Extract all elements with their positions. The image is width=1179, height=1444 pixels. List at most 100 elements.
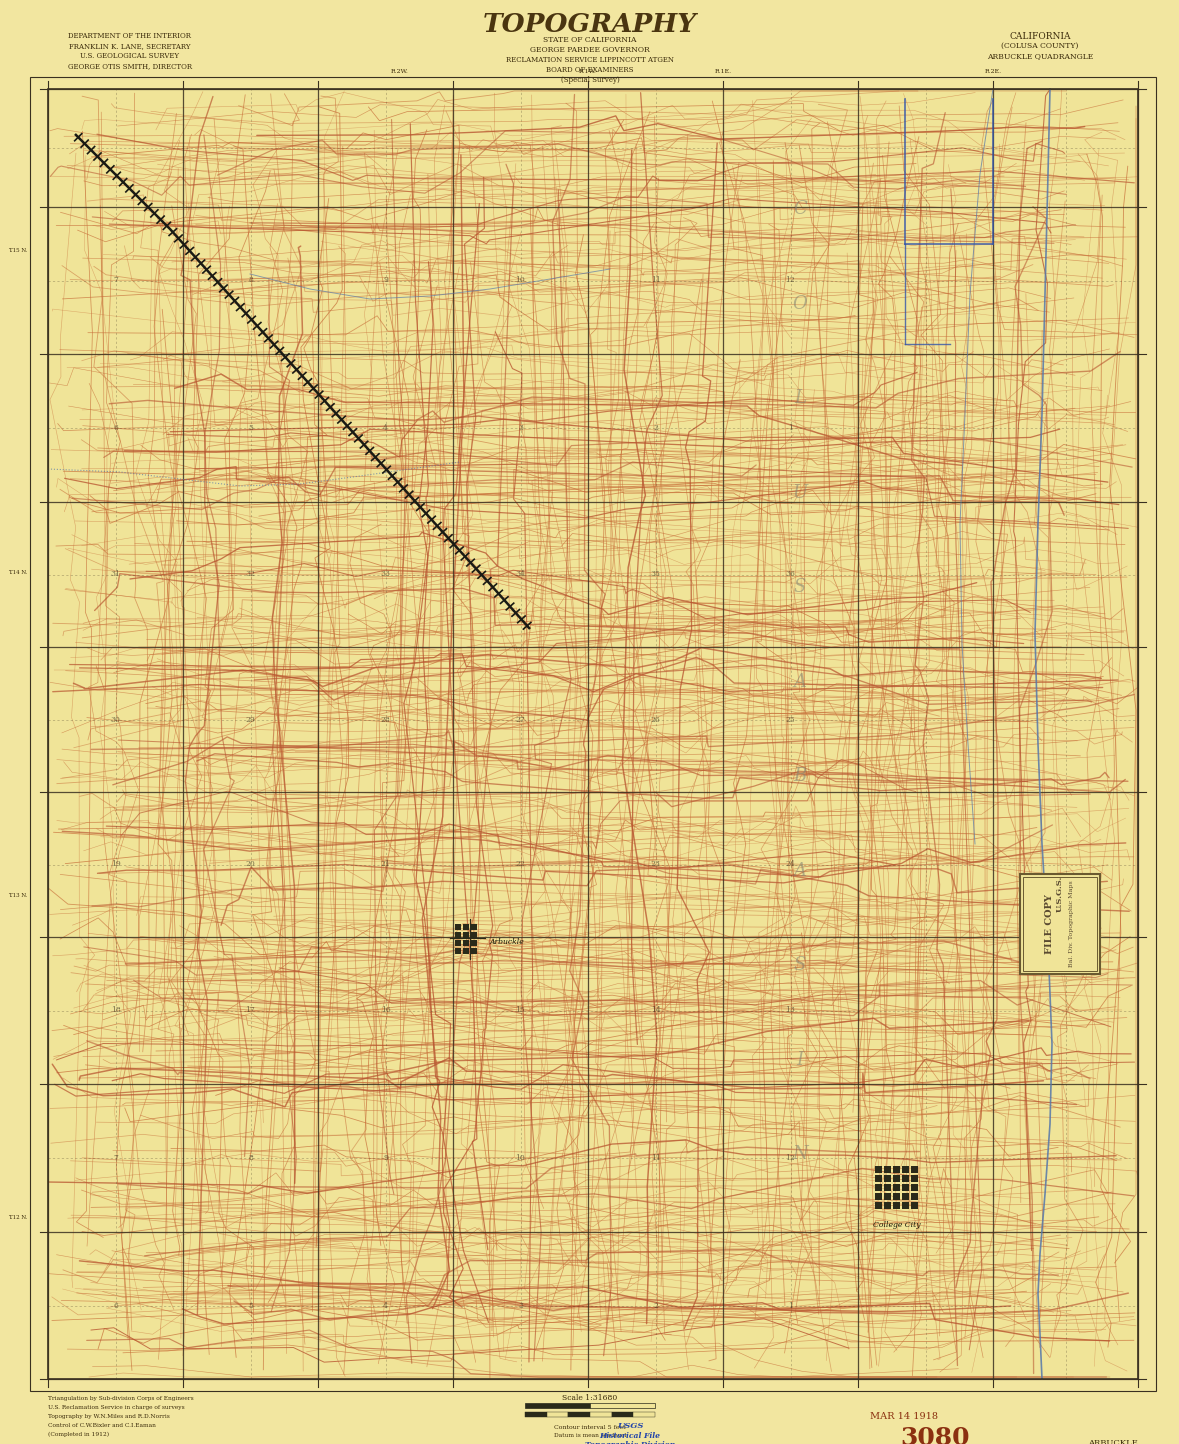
Bar	[893, 1193, 900, 1200]
Bar	[470, 931, 477, 939]
Text: S: S	[793, 956, 806, 975]
Text: L: L	[793, 388, 806, 407]
Text: 2: 2	[653, 1301, 658, 1310]
Bar	[902, 1184, 909, 1191]
Text: 36: 36	[785, 570, 796, 579]
Text: FRANKLIN K. LANE, SECRETARY: FRANKLIN K. LANE, SECRETARY	[70, 42, 191, 51]
Text: RECLAMATION SERVICE LIPPINCOTT ATGEN: RECLAMATION SERVICE LIPPINCOTT ATGEN	[506, 56, 674, 64]
Text: R.2E.: R.2E.	[984, 69, 1002, 74]
Text: 11: 11	[651, 276, 660, 284]
Text: 23: 23	[651, 861, 660, 868]
Bar	[884, 1184, 891, 1191]
Text: Arbuckle: Arbuckle	[490, 939, 525, 946]
Text: 16: 16	[381, 1006, 390, 1015]
Text: 28: 28	[381, 715, 390, 723]
Bar	[463, 940, 469, 946]
Text: 4: 4	[383, 1301, 388, 1310]
Text: 3: 3	[518, 1301, 523, 1310]
Bar	[875, 1193, 882, 1200]
Bar	[875, 1184, 882, 1191]
Text: C: C	[793, 201, 806, 218]
Text: GEORGE OTIS SMITH, DIRECTOR: GEORGE OTIS SMITH, DIRECTOR	[68, 62, 192, 69]
Text: T.15 N.: T.15 N.	[8, 248, 28, 253]
Bar	[902, 1193, 909, 1200]
Text: USGS: USGS	[617, 1422, 644, 1430]
Text: I: I	[797, 1051, 804, 1069]
Bar	[911, 1193, 918, 1200]
Bar	[525, 1404, 590, 1408]
Text: ARBUCKLE QUADRANGLE: ARBUCKLE QUADRANGLE	[987, 52, 1093, 61]
Text: 3: 3	[518, 425, 523, 432]
Text: R.1W.: R.1W.	[579, 69, 597, 74]
Text: 4: 4	[383, 425, 388, 432]
Text: FILE COPY: FILE COPY	[1046, 894, 1054, 954]
Bar	[884, 1165, 891, 1173]
Text: Triangulation by Sub-division Corps of Engineers: Triangulation by Sub-division Corps of E…	[48, 1396, 193, 1401]
Bar	[590, 1412, 612, 1417]
Text: O: O	[792, 295, 808, 312]
Text: STATE OF CALIFORNIA: STATE OF CALIFORNIA	[544, 36, 637, 43]
Bar	[875, 1175, 882, 1183]
Text: ARBUCKLE: ARBUCKLE	[1088, 1440, 1138, 1444]
Text: 26: 26	[651, 715, 660, 723]
Text: 12: 12	[785, 276, 796, 284]
Text: T.12 N.: T.12 N.	[8, 1216, 28, 1220]
Text: 9: 9	[383, 1154, 388, 1162]
Bar	[455, 949, 461, 954]
Text: Control of C.W.Bixler and C.I.Eaman: Control of C.W.Bixler and C.I.Eaman	[48, 1422, 156, 1428]
Bar	[568, 1412, 590, 1417]
Bar	[590, 1404, 656, 1408]
Bar	[893, 1165, 900, 1173]
Text: CALIFORNIA: CALIFORNIA	[1009, 32, 1071, 40]
Text: Historical File: Historical File	[599, 1432, 660, 1440]
Bar	[1020, 874, 1100, 975]
Text: R.2W.: R.2W.	[391, 69, 409, 74]
Text: 18: 18	[111, 1006, 120, 1015]
Text: N: N	[792, 1145, 808, 1164]
Bar	[48, 90, 1138, 1379]
Text: MAR 14 1918: MAR 14 1918	[870, 1412, 938, 1421]
Bar	[884, 1175, 891, 1183]
Bar	[463, 931, 469, 939]
Bar	[902, 1201, 909, 1209]
Text: R.1E.: R.1E.	[714, 69, 731, 74]
Bar	[911, 1184, 918, 1191]
Bar	[902, 1175, 909, 1183]
Text: 17: 17	[245, 1006, 256, 1015]
Text: 14: 14	[651, 1006, 660, 1015]
Text: 35: 35	[651, 570, 660, 579]
Text: 2: 2	[653, 425, 658, 432]
Text: 15: 15	[515, 1006, 526, 1015]
Text: U.S.G.S.: U.S.G.S.	[1056, 877, 1063, 913]
Text: 25: 25	[785, 715, 796, 723]
Text: 11: 11	[651, 1154, 660, 1162]
Bar	[884, 1201, 891, 1209]
Text: TOPOGRAPHY: TOPOGRAPHY	[483, 12, 697, 38]
Bar	[893, 1201, 900, 1209]
Bar	[911, 1175, 918, 1183]
Text: 6: 6	[113, 1301, 118, 1310]
Bar	[911, 1201, 918, 1209]
Text: 10: 10	[515, 276, 526, 284]
Text: DEPARTMENT OF THE INTERIOR: DEPARTMENT OF THE INTERIOR	[68, 32, 191, 40]
Bar	[463, 924, 469, 930]
Text: 21: 21	[381, 861, 390, 868]
Bar	[633, 1412, 656, 1417]
Text: (COLUSA COUNTY): (COLUSA COUNTY)	[1001, 42, 1079, 51]
Bar	[470, 924, 477, 930]
Text: 34: 34	[515, 570, 526, 579]
Text: U.S. GEOLOGICAL SURVEY: U.S. GEOLOGICAL SURVEY	[80, 52, 179, 61]
Text: 33: 33	[381, 570, 390, 579]
Text: 9: 9	[383, 276, 388, 284]
Text: College City: College City	[874, 1222, 921, 1229]
Text: GEORGE PARDEE GOVERNOR: GEORGE PARDEE GOVERNOR	[531, 46, 650, 53]
Bar	[875, 1165, 882, 1173]
Text: 19: 19	[111, 861, 120, 868]
Bar	[893, 1175, 900, 1183]
Text: S: S	[793, 578, 806, 596]
Text: 1: 1	[788, 425, 793, 432]
Text: T.13 N.: T.13 N.	[8, 892, 28, 898]
Text: Datum is mean sea level: Datum is mean sea level	[554, 1432, 626, 1438]
Text: 31: 31	[111, 570, 120, 579]
Text: 12: 12	[785, 1154, 796, 1162]
